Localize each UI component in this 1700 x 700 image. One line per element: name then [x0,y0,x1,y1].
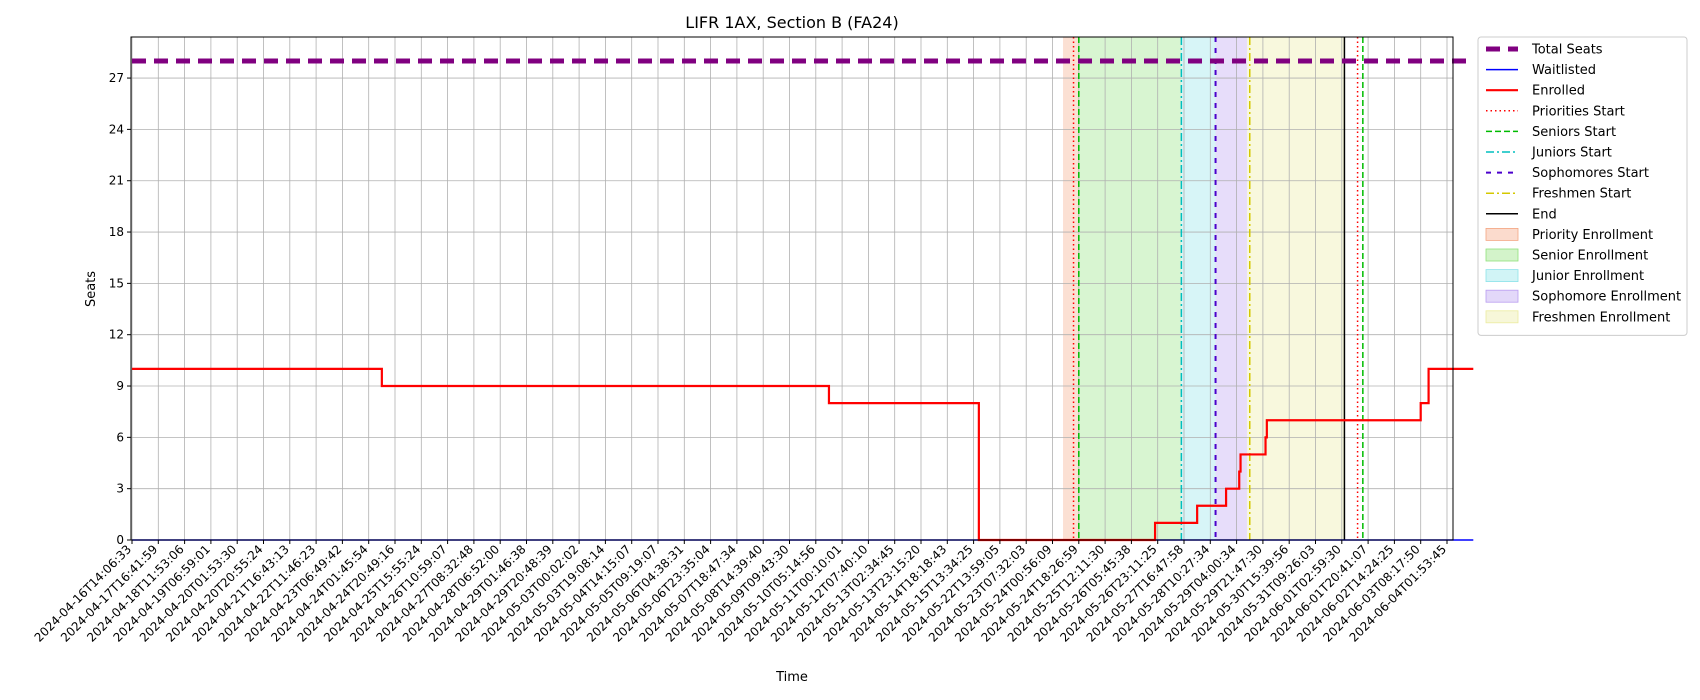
legend-label: Sophomores Start [1532,166,1649,181]
x-axis: 2024-04-16T14:06:332024-04-17T16:41:5920… [32,540,1449,645]
legend-swatch [1485,269,1519,283]
region-junior-enrollment [1181,37,1216,540]
legend-swatch [1485,310,1519,324]
plot-frame [130,36,1454,541]
region-freshmen-enrollment [1247,37,1345,540]
y-tick-label: 27 [109,71,124,85]
region-senior-enrollment [1078,37,1182,540]
y-tick-label: 18 [109,225,124,239]
y-axis-label: Seats [84,271,99,307]
x-axis-label: Time [775,670,808,685]
legend-label: Senior Enrollment [1532,249,1648,264]
chart-title: LIFR 1AX, Section B (FA24) [685,13,898,32]
legend-label: End [1532,207,1557,222]
legend-label: Sophomore Enrollment [1532,290,1681,305]
legend-swatch [1485,289,1519,303]
y-tick-label: 24 [109,122,124,136]
legend: Total Seats Waitlisted Enrolled Priorities … [1477,36,1688,336]
region-sophomore-enrollment [1215,37,1248,540]
y-tick-label: 3 [116,482,124,496]
legend-label: Juniors Start [1531,146,1612,161]
region-priority-enrollment [1063,37,1079,540]
legend-swatch [1485,248,1519,262]
legend-box [1477,36,1688,336]
y-tick-label: 0 [116,533,124,547]
legend-label: Junior Enrollment [1531,269,1644,284]
legend-label: Freshmen Enrollment [1532,310,1670,325]
legend-label: Enrolled [1532,84,1585,99]
legend-label: Seniors Start [1532,125,1616,140]
grid-lines [131,37,1453,541]
y-tick-label: 12 [109,328,124,342]
y-tick-label: 9 [116,379,124,393]
enrollment-regions [1063,37,1345,540]
y-tick-label: 6 [116,430,124,444]
y-axis: 0 3 6 9 12 15 18 21 24 27 [109,71,131,547]
legend-label: Priorities Start [1532,104,1625,119]
series-enrolled [132,367,1474,542]
legend-label: Total Seats [1531,43,1603,58]
legend-label: Waitlisted [1532,63,1596,78]
legend-swatch [1485,227,1519,241]
y-tick-label: 15 [109,276,124,290]
legend-label: Freshmen Start [1532,187,1631,202]
y-tick-label: 21 [109,174,124,188]
legend-label: Priority Enrollment [1532,228,1653,243]
phase-markers [1072,37,1364,540]
